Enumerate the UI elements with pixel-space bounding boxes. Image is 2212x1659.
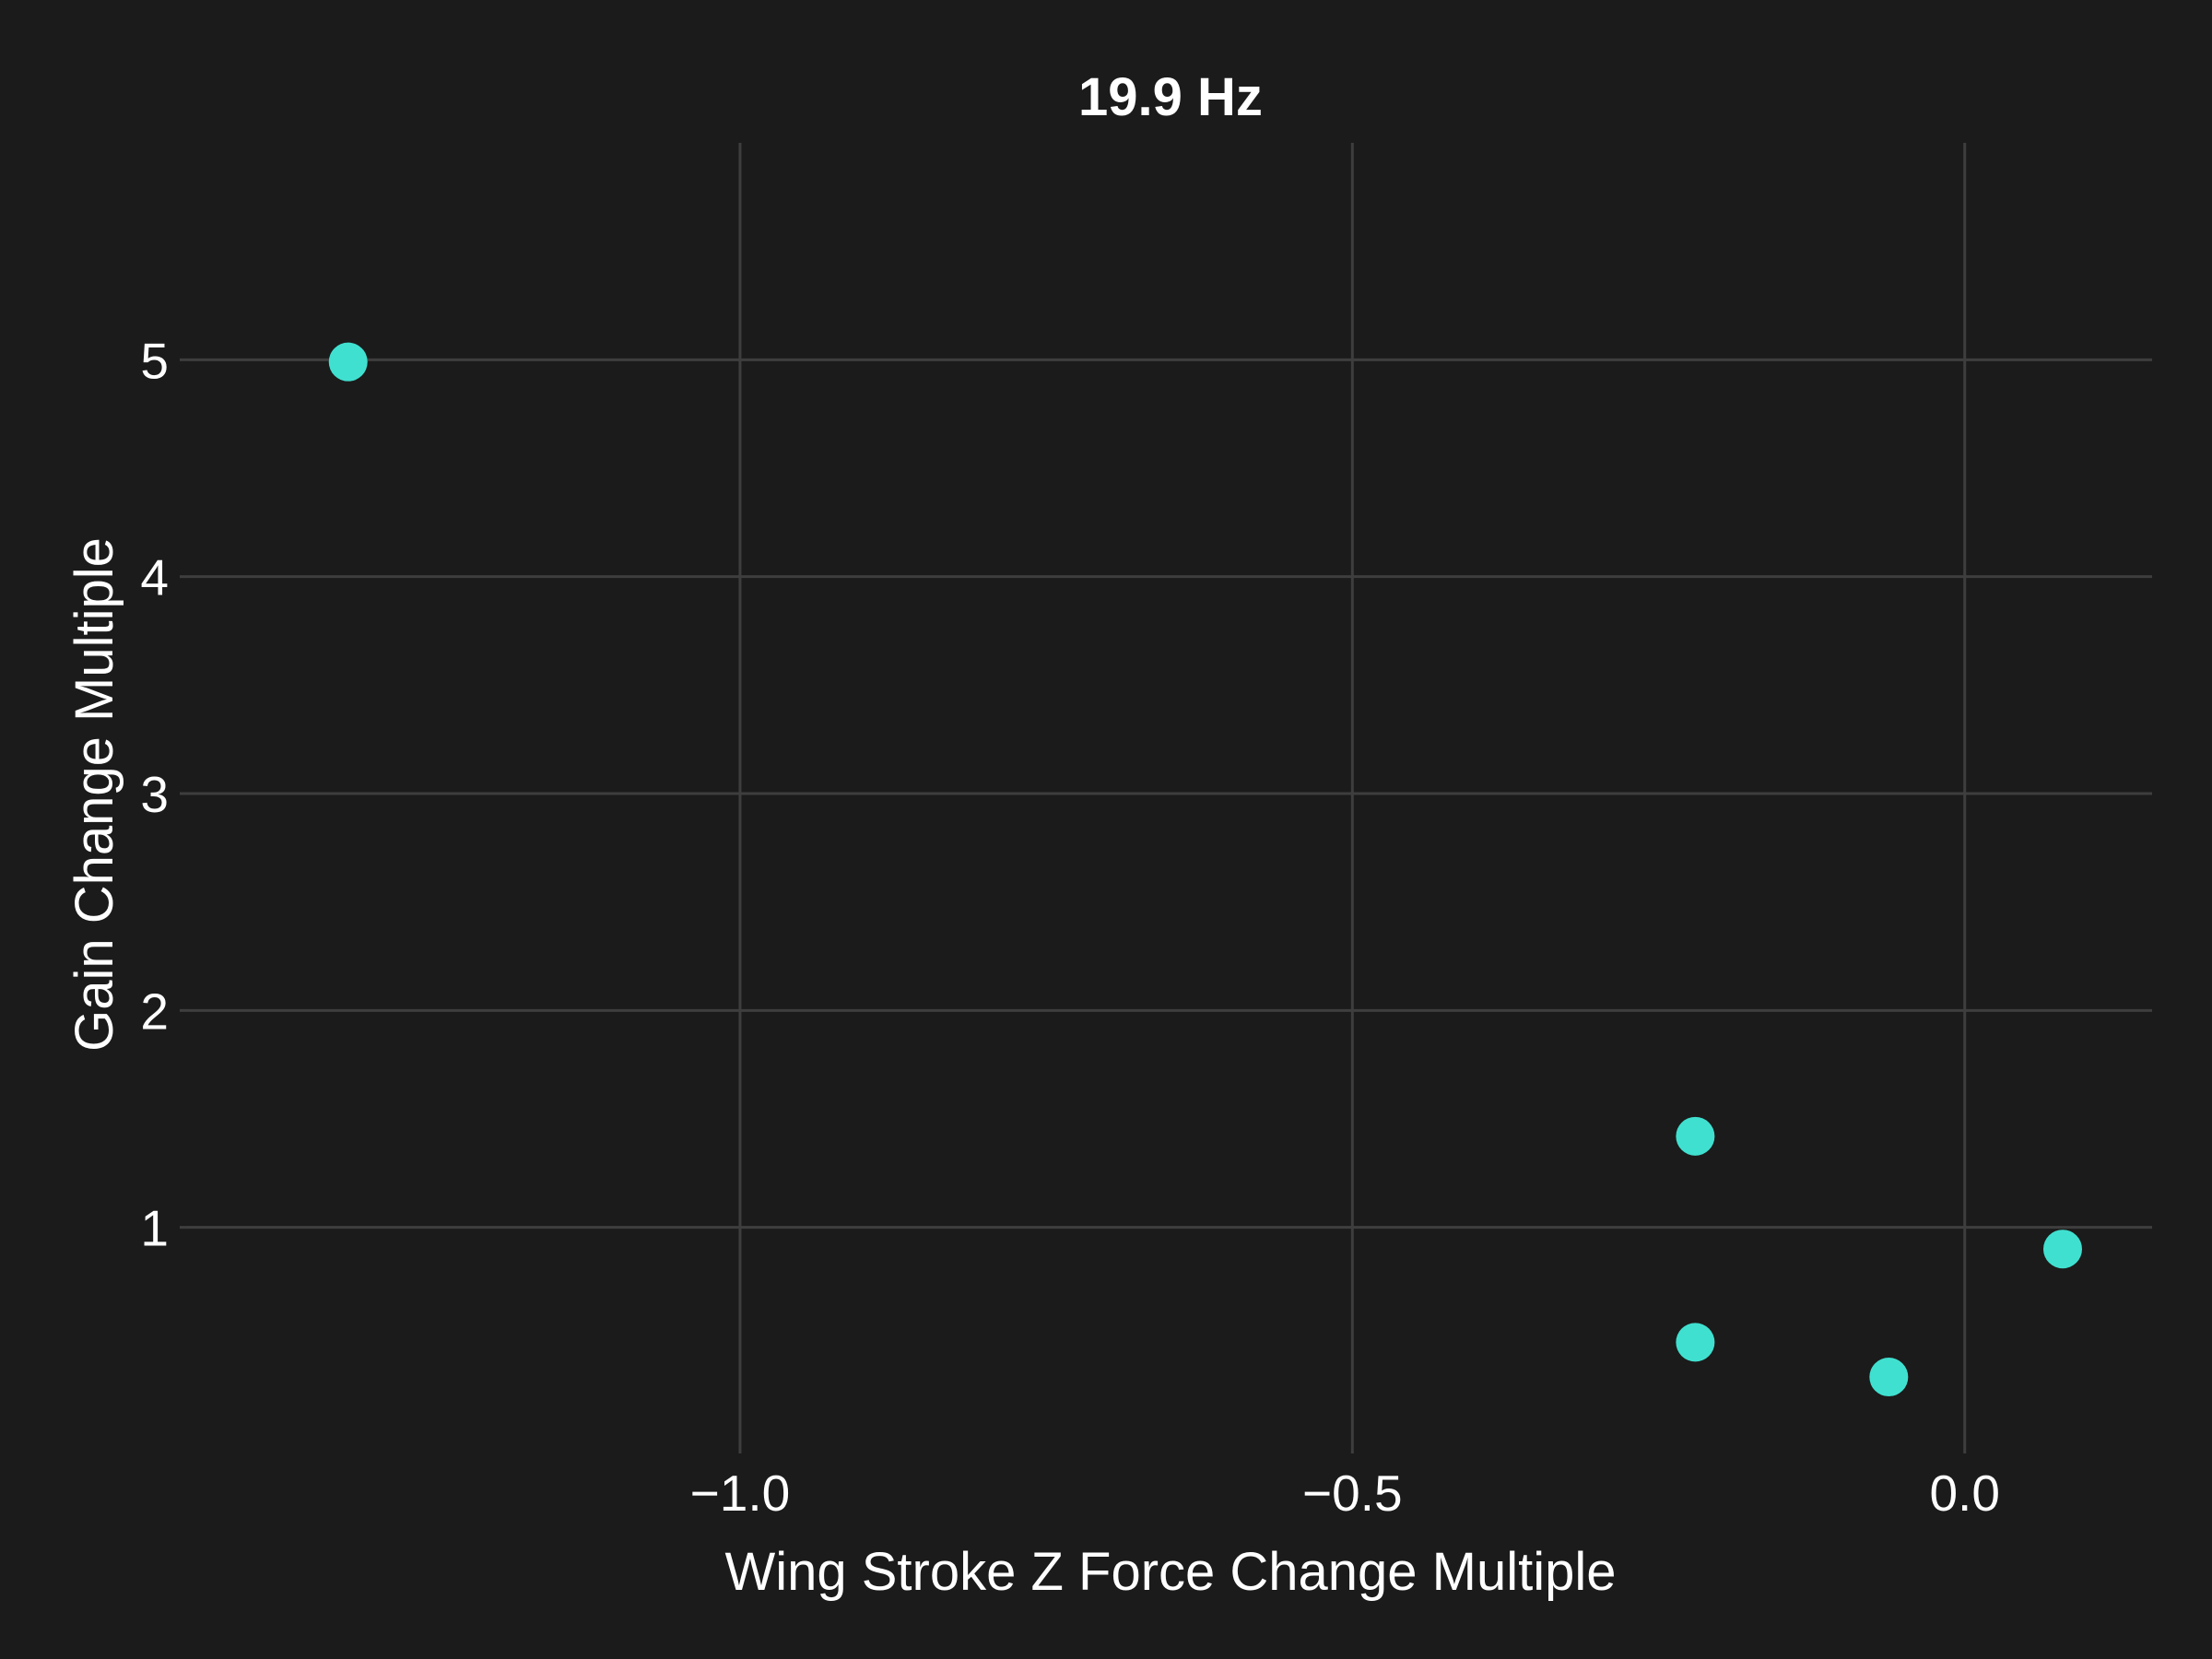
x-tick-label: 0.0 [1929,1465,1999,1522]
grid-lines [189,143,2152,1444]
y-tick-label: 3 [140,766,169,823]
x-tick-label: −0.5 [1302,1465,1403,1522]
axis-ticks: −1.0 −0.5 0.0 1 2 3 4 5 [140,332,2000,1522]
data-point [328,342,368,382]
data-point [1676,1116,1715,1156]
data-point [1869,1358,1909,1397]
y-tick-label: 2 [140,982,169,1040]
y-axis-label: Gain Change Multiple [65,537,124,1052]
chart-title: 19.9 Hz [1078,67,1263,127]
y-tick-label: 1 [140,1200,169,1257]
y-tick-label: 4 [140,549,169,606]
data-points [328,342,2083,1397]
y-tick-label: 5 [140,332,169,389]
x-tick-label: −1.0 [690,1465,791,1522]
data-point [1676,1323,1715,1362]
x-axis-label: Wing Stroke Z Force Change Multiple [724,1542,1616,1602]
data-point [2043,1230,2083,1269]
